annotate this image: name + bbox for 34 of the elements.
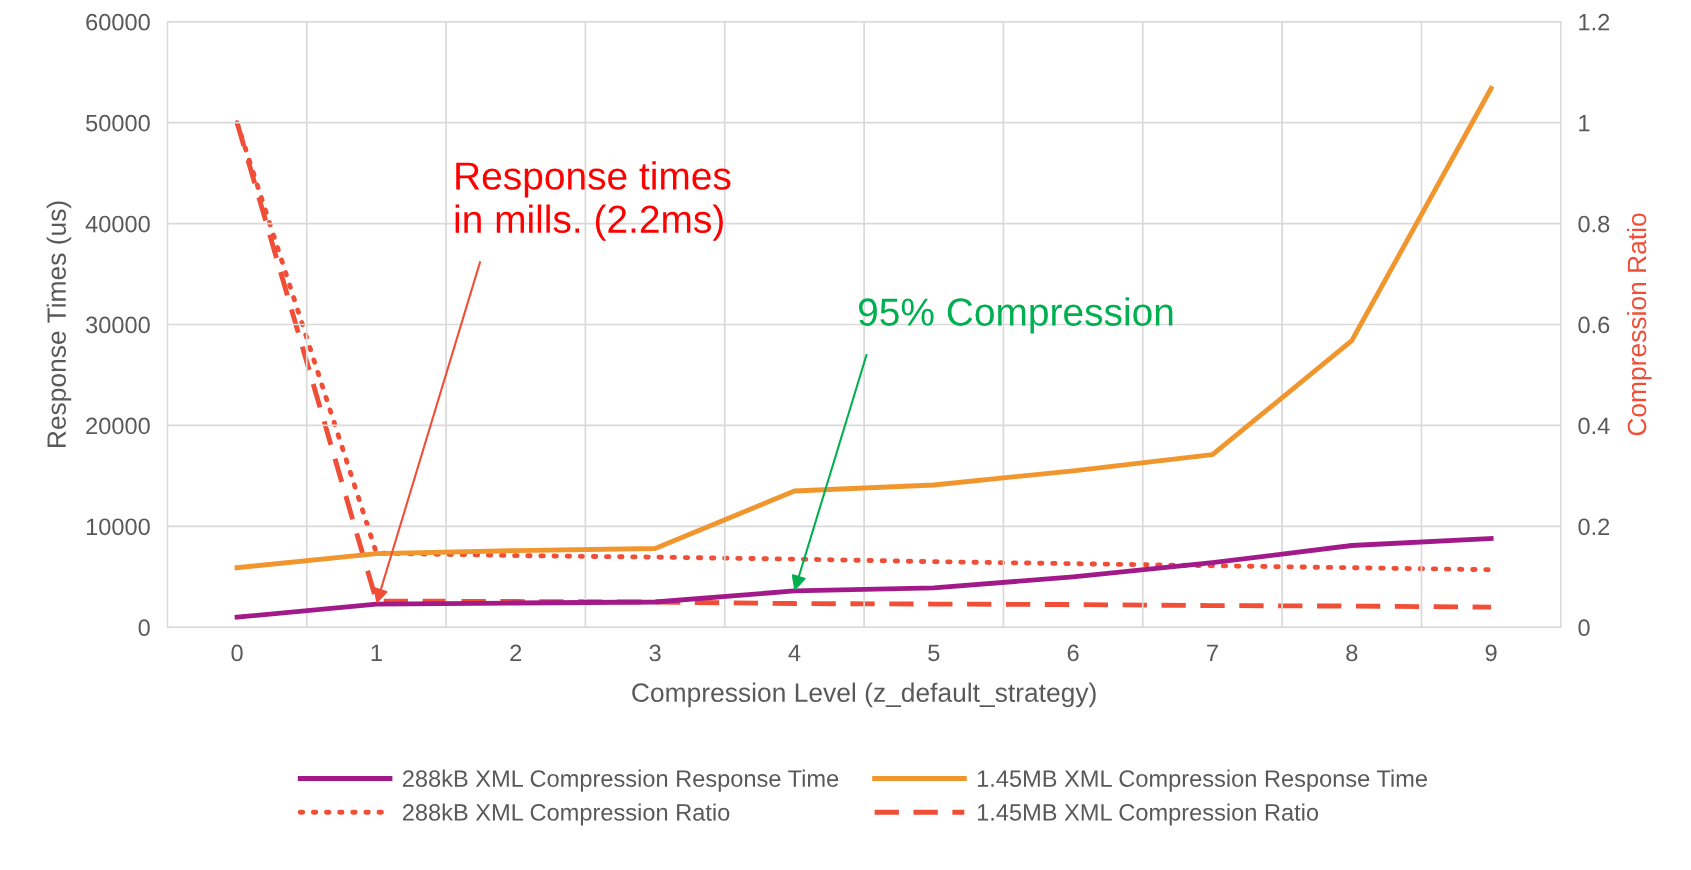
y-tick-label: 10000	[86, 518, 150, 536]
y-tick-label: 60000	[86, 13, 150, 31]
legend-label: 1.45MB XML Compression Ratio	[977, 803, 1319, 826]
x-tick-label: 9	[1485, 644, 1497, 662]
y-tick-label: 40000	[85, 215, 150, 233]
x-tick-label: 5	[928, 644, 940, 662]
x-tick-label: 3	[649, 644, 661, 662]
x-tick-label: 7	[1207, 644, 1218, 662]
y2-axis-title: Compression Ratio	[1626, 213, 1652, 436]
y2-tick-label: 0.8	[1578, 215, 1610, 233]
x-tick-label: 2	[510, 644, 522, 662]
x-tick-label: 6	[1067, 644, 1079, 662]
annotation: Response times in mills. (2.2ms)	[455, 161, 731, 241]
legend-label: 1.45MB XML Compression Response Time	[977, 769, 1427, 792]
x-tick-label: 8	[1346, 644, 1358, 662]
x-axis-title: Compression Level (z_default_strategy)	[632, 682, 1096, 708]
y-tick-label: 0	[138, 619, 150, 637]
y2-tick-label: 0	[1578, 619, 1590, 637]
x-tick-label: 0	[231, 644, 243, 662]
y2-tick-label: 0.6	[1578, 316, 1610, 334]
y-tick-label: 50000	[86, 114, 150, 132]
y2-tick-label: 1	[1579, 114, 1590, 132]
legend-label: 288kB XML Compression Ratio	[402, 803, 730, 826]
x-tick-label: 4	[788, 644, 801, 662]
y-tick-label: 20000	[86, 417, 150, 435]
legend-label: 288kB XML Compression Response Time	[402, 769, 839, 792]
y2-tick-label: 1.2	[1579, 13, 1610, 31]
y2-tick-label: 0.4	[1578, 417, 1610, 435]
y2-tick-label: 0.2	[1578, 518, 1610, 536]
y-axis-title: Response Times (us)	[46, 201, 72, 447]
x-tick-label: 1	[371, 644, 382, 662]
annotation: 95% Compression	[858, 297, 1173, 334]
y-tick-label: 30000	[85, 316, 150, 334]
line-series	[234, 536, 1494, 620]
